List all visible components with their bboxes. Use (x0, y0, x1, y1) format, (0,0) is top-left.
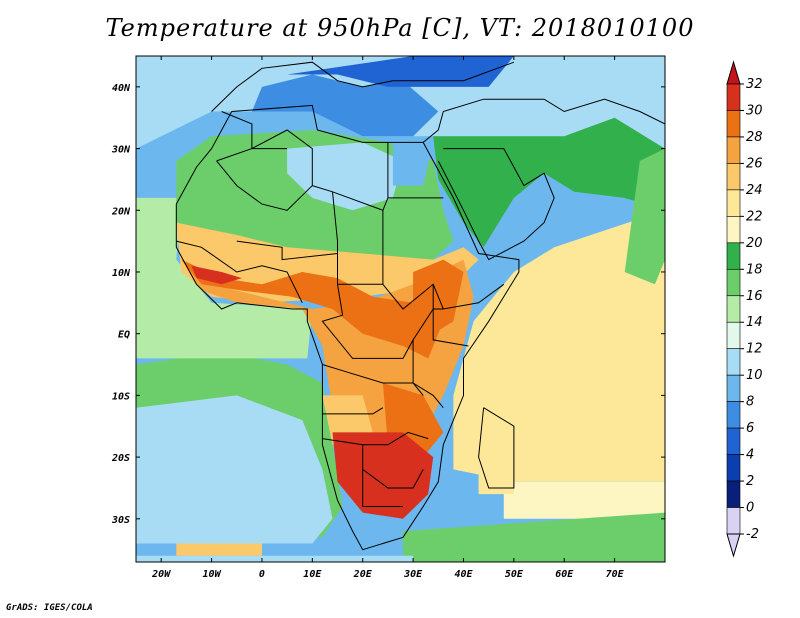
lat-tick-label: 30S (111, 515, 130, 526)
lat-tick-label: 10S (112, 391, 130, 402)
colorbar-label: 14 (746, 315, 763, 330)
border-line-15 (322, 431, 429, 446)
border-line-0 (175, 104, 520, 551)
colorbar-top-arrow (726, 60, 741, 85)
border-line-13 (322, 364, 424, 396)
border-line-19 (432, 284, 469, 347)
colorbar-segment (726, 163, 741, 191)
colorbar-label: 20 (746, 236, 763, 251)
lon-tick-label: 20W (151, 569, 171, 580)
border-line-4 (211, 61, 515, 112)
colorbar-label: 8 (746, 395, 754, 410)
field-region-sahara (624, 148, 665, 285)
map-axes: 20W 10W 0 10E 20E 30E 40E 50E 60E 70E 40N 30N 20N 10N… (111, 56, 665, 580)
border-line-9 (236, 240, 338, 261)
colorbar-label: 28 (746, 130, 763, 145)
field-region-mediterranean (251, 74, 439, 137)
colorbar-segment (726, 454, 741, 482)
colorbar-label: 22 (746, 209, 763, 224)
field-region-arabia (433, 117, 665, 248)
colorbar-segment (726, 401, 741, 429)
field-region-hot (181, 259, 444, 359)
field-region-sahel (176, 543, 262, 556)
colorbar-bottom-arrow (726, 533, 741, 558)
lat-tick-label: 40N (112, 83, 131, 94)
map-title: Temperature at 950hPa [C], VT: 201801010… (105, 14, 695, 42)
colorbar-label: 26 (746, 156, 763, 171)
field-region-europe (287, 56, 514, 87)
lat-tick-label: 20S (111, 453, 130, 464)
colorbar-segment (726, 480, 741, 508)
field-region-indian_ocean (478, 407, 514, 495)
colorbar-label: 0 (746, 501, 754, 516)
lon-tick-label: 50E (505, 569, 524, 580)
grads-credit: GrADS: IGES/COLA (6, 603, 93, 613)
border-line-16 (362, 444, 424, 489)
border-line-3 (437, 148, 555, 261)
colorbar-segment (726, 348, 741, 376)
lat-tick-label: 10N (112, 268, 131, 279)
border-line-12 (382, 283, 505, 310)
lat-tick-label: EQ (118, 330, 130, 341)
field-region-ocean_south_green (403, 512, 665, 562)
colorbar-segment (726, 189, 741, 217)
lon-tick-label: 10E (303, 569, 322, 580)
field-region-ocean_south_mid (136, 555, 414, 562)
lon-tick-label: 0 (259, 569, 265, 580)
lon-tick-label: 30E (403, 569, 423, 580)
lat-tick-label: 30N (111, 145, 131, 156)
colorbar-label: 2 (746, 474, 754, 489)
colorbar-label: 6 (746, 421, 754, 436)
field-region-ocean_south_mid (136, 395, 333, 544)
colorbar-segment (726, 427, 741, 455)
colorbar-segment (726, 83, 741, 111)
border-line-20 (221, 111, 288, 150)
colorbar-segment (726, 242, 741, 270)
border-line-1 (478, 407, 515, 489)
border-line-14 (322, 407, 384, 415)
country-borders (175, 61, 665, 551)
colorbar-segment (726, 268, 741, 297)
colorbar-segment (726, 321, 741, 350)
colorbar-label: 16 (746, 289, 763, 304)
colorbar-label: 4 (746, 448, 754, 463)
colorbar-segment (726, 216, 741, 244)
colorbar-segment (726, 374, 741, 402)
colorbar-segment (726, 110, 741, 138)
colorbar-label: 12 (746, 342, 763, 357)
colorbar-segment (726, 507, 741, 535)
field-region-land_north_dark (392, 142, 434, 186)
colorbar-segment (726, 295, 741, 323)
border-line-2 (422, 98, 665, 143)
colorbar-label: 18 (746, 262, 763, 277)
border-line-10 (176, 240, 303, 304)
border-line-18 (412, 339, 444, 409)
colorbar-label: 24 (746, 183, 763, 198)
colorbar-label: 10 (746, 368, 763, 383)
colorbar-label: 30 (746, 103, 763, 118)
border-line-11 (321, 284, 444, 359)
lon-tick-label: 60E (555, 569, 574, 580)
field-region-hottest (191, 265, 242, 285)
lon-tick-label: 70E (606, 569, 625, 580)
colorbar-label: -2 (746, 527, 759, 542)
lat-tick-label: 20N (111, 206, 131, 217)
field-region-ocean_atlantic (136, 197, 313, 359)
temperature-field (136, 56, 665, 562)
colorbar-label: 32 (746, 77, 763, 92)
plot-frame (135, 55, 666, 563)
lon-tick-label: 40E (454, 569, 473, 580)
colorbar-segment (726, 136, 741, 164)
field-region-indian_ocean_south (503, 481, 665, 519)
border-line-17 (362, 469, 403, 507)
field-region-land_north (287, 142, 403, 211)
lon-tick-label: 20E (353, 569, 373, 580)
lon-tick-label: 10W (203, 569, 222, 580)
